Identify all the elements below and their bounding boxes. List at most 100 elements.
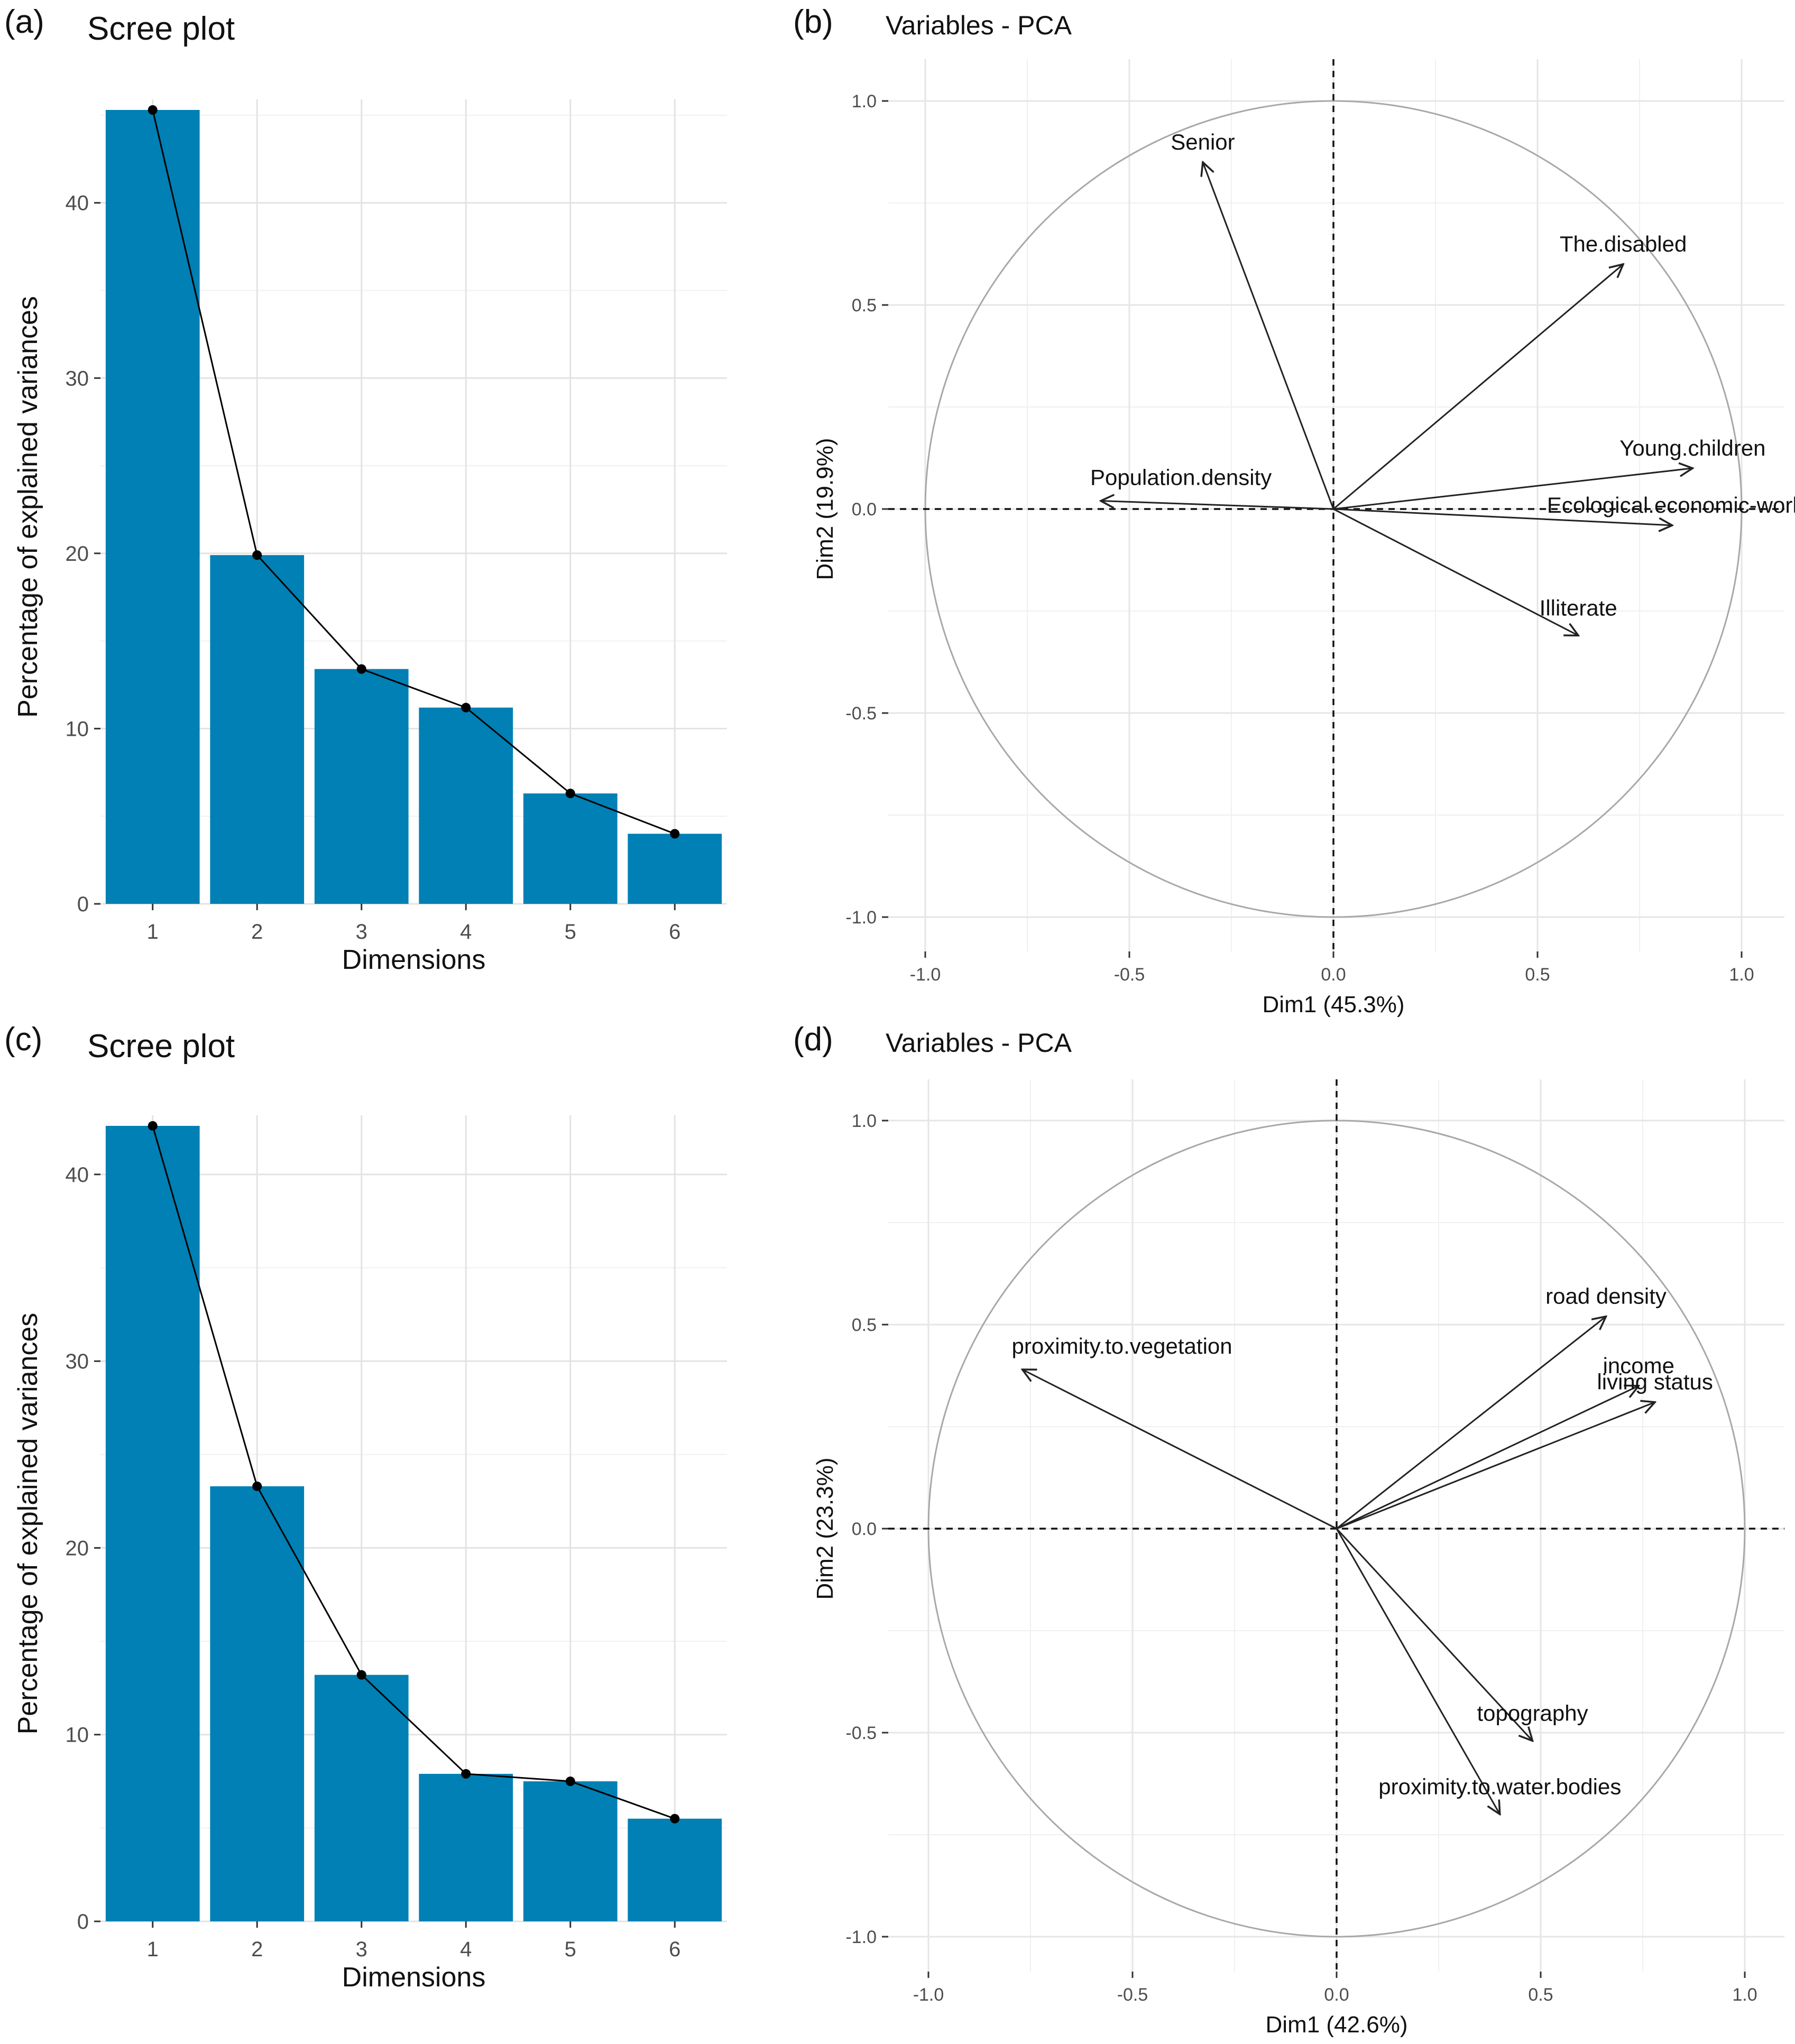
- bar: [523, 1781, 618, 1921]
- series-line: [152, 1125, 675, 1820]
- y-tick-label: -0.5: [845, 1723, 877, 1743]
- variable-arrow: [1336, 1528, 1500, 1814]
- y-tick-label: -0.5: [845, 704, 877, 724]
- x-tick-label: 0.0: [1324, 1985, 1349, 2005]
- series-point: [356, 664, 366, 674]
- x-tick-label: 1.0: [1732, 1985, 1757, 2005]
- variable-arrow: [1333, 508, 1578, 635]
- variable-arrow: [1333, 468, 1692, 510]
- x-axis-title: Dimensions: [342, 1962, 486, 1993]
- x-tick-label: 0.5: [1528, 1985, 1553, 2005]
- x-tick-label: 2: [251, 920, 263, 944]
- x-tick-label: 3: [356, 1938, 367, 1961]
- y-tick-label: 20: [66, 1537, 89, 1560]
- variable-label: The.disabled: [1560, 232, 1687, 256]
- panel-label: (c): [4, 1021, 42, 1058]
- panel-label: (d): [793, 1021, 833, 1058]
- y-tick-label: -1.0: [845, 1927, 877, 1947]
- y-tick-label: 40: [66, 1163, 89, 1187]
- series-point: [670, 829, 680, 839]
- x-tick-label: 5: [565, 920, 576, 944]
- scree-panel-0: (a) Scree plot 0 10 20 30 40 1 2 3 4 5 6 Dimensions Pe…: [4, 4, 727, 975]
- bar: [314, 669, 409, 904]
- series-point: [565, 1777, 575, 1787]
- y-tick-label: 0: [77, 893, 89, 916]
- x-tick-label: 4: [460, 1938, 472, 1961]
- variable-label: road density: [1545, 1284, 1667, 1309]
- x-tick-label: 6: [669, 920, 680, 944]
- y-tick-label: 0: [77, 1910, 89, 1934]
- y-tick-label: 0.5: [852, 1315, 877, 1335]
- chart-title: Scree plot: [87, 1028, 235, 1065]
- variable-label: Young.children: [1619, 436, 1765, 460]
- bar: [628, 834, 722, 904]
- x-axis-title: Dim1 (42.6%): [1266, 2012, 1408, 2038]
- bar: [628, 1818, 722, 1921]
- x-tick-label: 1: [147, 920, 159, 944]
- y-tick-label: 30: [66, 367, 89, 390]
- y-tick-label: 30: [66, 1350, 89, 1373]
- x-tick-label: 0.5: [1525, 965, 1550, 985]
- series-point: [148, 1121, 158, 1131]
- y-tick-label: -1.0: [845, 908, 877, 928]
- bar: [419, 707, 513, 904]
- variable-label: Ecological.economic-worl: [1547, 493, 1795, 517]
- y-tick-label: 10: [66, 1724, 89, 1747]
- y-axis-title: Dim2 (23.3%): [812, 1458, 838, 1600]
- bar: [419, 1773, 513, 1921]
- series-line: [152, 109, 675, 835]
- bar: [523, 793, 618, 904]
- y-tick-label: 40: [66, 192, 89, 215]
- variable-arrow: [1023, 1370, 1337, 1530]
- y-tick-label: 0.5: [852, 295, 877, 316]
- y-axis-title: Percentage of explained variances: [13, 1313, 43, 1735]
- chart-title: Scree plot: [87, 11, 235, 47]
- x-axis-title: Dimensions: [342, 945, 486, 975]
- variable-arrow: [1336, 1402, 1655, 1530]
- variable-arrow: [1336, 1317, 1606, 1530]
- variable-label: Illiterate: [1540, 595, 1617, 620]
- bar: [105, 1126, 200, 1921]
- variable-label: topography: [1477, 1700, 1588, 1725]
- x-tick-label: 5: [565, 1938, 576, 1961]
- x-tick-label: -0.5: [1114, 965, 1145, 985]
- variable-label: living status: [1597, 1370, 1713, 1394]
- bar: [314, 1675, 409, 1921]
- x-tick-label: -0.5: [1117, 1985, 1148, 2005]
- series-point: [356, 1670, 366, 1680]
- x-tick-label: 2: [251, 1938, 263, 1961]
- variable-label: Senior: [1171, 130, 1235, 154]
- series-point: [670, 1814, 680, 1824]
- variable-label: proximity.to.water.bodies: [1378, 1774, 1621, 1799]
- x-tick-label: 1: [147, 1938, 159, 1961]
- variable-arrow: [1336, 1528, 1533, 1741]
- y-tick-label: 10: [66, 717, 89, 741]
- bar: [210, 555, 305, 904]
- variable-arrow: [1333, 264, 1623, 510]
- x-tick-label: -1.0: [910, 965, 941, 985]
- pca-panel-1: (b) Variables - PCA Senior The.disabled Youn…: [793, 4, 1795, 1018]
- x-tick-label: 3: [356, 920, 367, 944]
- variable-label: proximity.to.vegetation: [1012, 1334, 1232, 1358]
- variable-arrow: [1333, 508, 1672, 525]
- y-tick-label: 1.0: [852, 1111, 877, 1131]
- x-tick-label: -1.0: [913, 1985, 944, 2005]
- variable-label: Population.density: [1090, 465, 1272, 490]
- series-point: [148, 105, 158, 115]
- panel-label: (b): [793, 4, 833, 40]
- x-tick-label: 0.0: [1321, 965, 1346, 985]
- variable-label: income: [1603, 1353, 1674, 1378]
- scree-panel-2: (c) Scree plot 0 10 20 30 40 1 2 3 4 5 6 Dimensions Pe…: [4, 1021, 727, 1993]
- y-tick-label: 0.0: [852, 1519, 877, 1539]
- y-tick-label: 1.0: [852, 91, 877, 112]
- bar: [105, 110, 200, 904]
- y-tick-label: 0.0: [852, 500, 877, 520]
- variable-arrow: [1336, 1386, 1638, 1530]
- chart-title: Variables - PCA: [886, 11, 1072, 40]
- panel-label: (a): [4, 4, 44, 40]
- x-tick-label: 1.0: [1729, 965, 1754, 985]
- pca-panel-3: (d) Variables - PCA road density incomelivi…: [793, 1021, 1784, 2038]
- variable-arrow: [1101, 501, 1334, 510]
- series-point: [461, 1769, 471, 1779]
